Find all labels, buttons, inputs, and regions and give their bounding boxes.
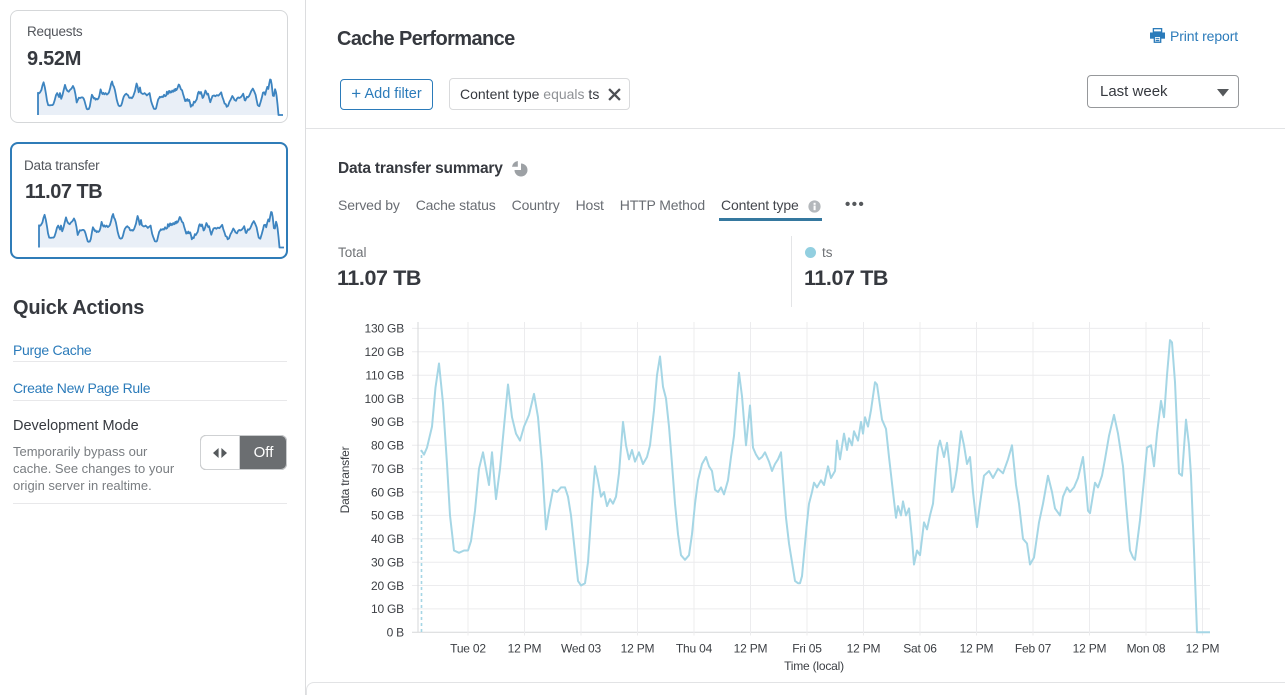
svg-text:Wed 03: Wed 03 xyxy=(561,642,601,656)
svg-text:12 PM: 12 PM xyxy=(847,642,881,656)
svg-text:50 GB: 50 GB xyxy=(371,509,404,523)
svg-text:Sat 06: Sat 06 xyxy=(903,642,937,656)
svg-text:12 PM: 12 PM xyxy=(1073,642,1107,656)
svg-text:12 PM: 12 PM xyxy=(508,642,542,656)
svg-text:40 GB: 40 GB xyxy=(371,532,404,546)
svg-text:90 GB: 90 GB xyxy=(371,415,404,429)
svg-text:10 GB: 10 GB xyxy=(371,602,404,616)
svg-text:Data transfer: Data transfer xyxy=(338,446,352,513)
svg-text:60 GB: 60 GB xyxy=(371,485,404,499)
svg-text:Thu 04: Thu 04 xyxy=(676,642,713,656)
svg-text:12 PM: 12 PM xyxy=(960,642,994,656)
svg-text:12 PM: 12 PM xyxy=(621,642,655,656)
svg-text:0 B: 0 B xyxy=(387,626,405,640)
svg-text:80 GB: 80 GB xyxy=(371,439,404,453)
svg-text:Fri 05: Fri 05 xyxy=(792,642,822,656)
svg-text:30 GB: 30 GB xyxy=(371,556,404,570)
svg-text:Feb 07: Feb 07 xyxy=(1015,642,1052,656)
svg-text:20 GB: 20 GB xyxy=(371,579,404,593)
svg-text:Time (local): Time (local) xyxy=(784,659,844,673)
svg-text:Tue 02: Tue 02 xyxy=(450,642,486,656)
svg-text:130 GB: 130 GB xyxy=(365,322,405,336)
svg-text:12 PM: 12 PM xyxy=(734,642,768,656)
svg-text:12 PM: 12 PM xyxy=(1186,642,1220,656)
svg-text:100 GB: 100 GB xyxy=(365,392,405,406)
svg-text:Mon 08: Mon 08 xyxy=(1127,642,1166,656)
svg-text:120 GB: 120 GB xyxy=(365,345,405,359)
svg-text:70 GB: 70 GB xyxy=(371,462,404,476)
svg-text:110 GB: 110 GB xyxy=(365,369,404,383)
